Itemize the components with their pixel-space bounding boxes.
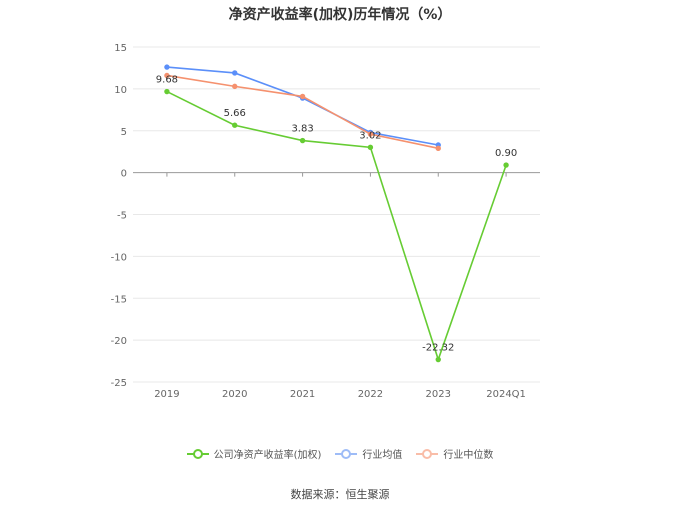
y-tick-label: -10 xyxy=(111,252,127,263)
data-point-median xyxy=(232,83,238,90)
y-tick-label: 15 xyxy=(114,43,127,54)
chart-legend: 公司净资产收益率(加权) 行业均值 行业中位数 xyxy=(0,446,680,461)
x-tick-label: 2022 xyxy=(358,389,383,400)
data-label-company: 3.83 xyxy=(291,124,313,135)
x-tick-label: 2024Q1 xyxy=(486,389,526,400)
data-point-company xyxy=(164,88,170,95)
legend-avg-marker-icon xyxy=(335,448,358,459)
data-label-company: 9.68 xyxy=(156,75,178,86)
legend-label-company: 公司净资产收益率(加权) xyxy=(213,450,322,461)
data-point-company xyxy=(435,356,441,363)
legend-company-marker-icon xyxy=(186,448,209,459)
data-point-median xyxy=(299,93,306,100)
data-point-avg xyxy=(164,64,170,70)
data-point-company xyxy=(367,144,374,151)
x-tick-label: 2020 xyxy=(222,389,247,400)
y-tick-label: -15 xyxy=(111,294,127,305)
data-point-company xyxy=(299,137,306,144)
data-point-company xyxy=(503,162,509,168)
legend-item-company[interactable]: 公司净资产收益率(加权) xyxy=(186,446,322,461)
data-point-median xyxy=(367,131,374,137)
data-point-company xyxy=(232,122,238,128)
data-label-company: -22.32 xyxy=(422,343,454,354)
legend-median-marker-icon xyxy=(416,448,439,459)
legend-label-median: 行业中位数 xyxy=(443,450,494,461)
data-label-company: 3.02 xyxy=(359,130,381,141)
y-tick-label: 10 xyxy=(114,85,127,96)
x-tick-label: 2021 xyxy=(290,389,315,400)
series-line-company xyxy=(166,90,507,363)
legend-item-median[interactable]: 行业中位数 xyxy=(416,446,493,461)
data-label-company: 0.90 xyxy=(495,148,517,159)
line-chart: 15 10 5 0 -5 -10 -15 -20 -25 2019 2020 2021 2022 2023… xyxy=(111,43,540,400)
data-label-company: 5.66 xyxy=(224,108,246,119)
y-tick-label: 5 xyxy=(121,127,127,138)
legend-label-avg: 行业均值 xyxy=(362,450,403,461)
y-tick-label: -20 xyxy=(111,336,127,347)
data-source-note: 数据来源：恒生聚源 xyxy=(290,488,390,501)
chart-title: 净资产收益率(加权)历年情况（%） xyxy=(228,7,452,23)
data-point-median xyxy=(435,145,441,152)
data-point-median xyxy=(164,72,170,79)
legend-item-avg[interactable]: 行业均值 xyxy=(335,446,402,461)
x-tick-label: 2019 xyxy=(154,389,179,400)
y-tick-label: 0 xyxy=(121,169,127,180)
x-tick-label: 2023 xyxy=(426,389,451,400)
y-tick-label: -5 xyxy=(117,211,127,222)
data-point-avg xyxy=(232,70,238,76)
y-tick-label: -25 xyxy=(111,378,127,389)
